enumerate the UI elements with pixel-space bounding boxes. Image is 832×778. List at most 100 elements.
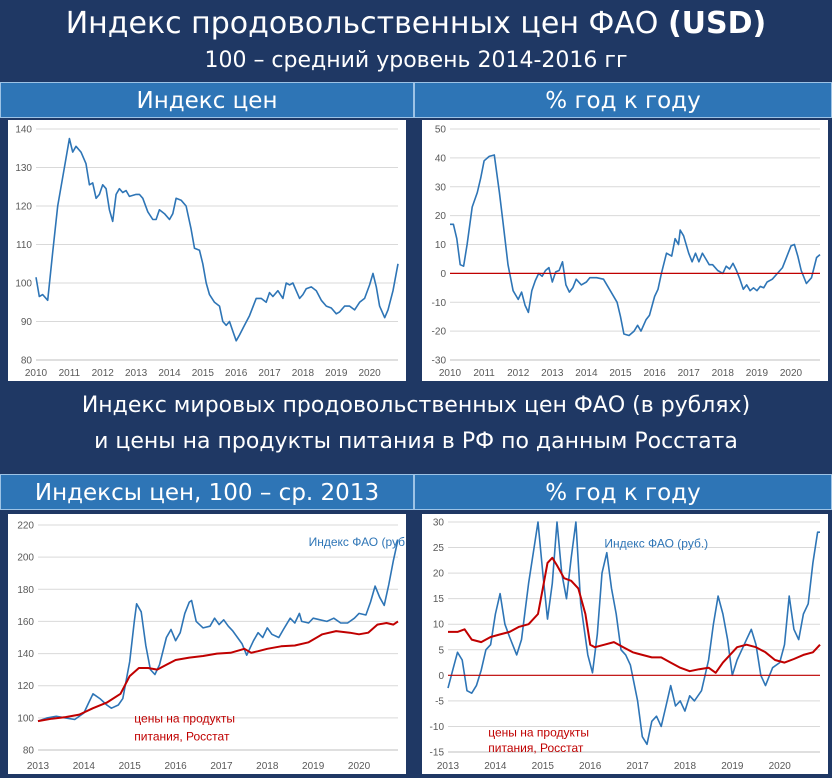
x-tick-label: 2016 bbox=[225, 368, 248, 379]
y-tick-label: 0 bbox=[438, 671, 444, 682]
y-tick-label: 20 bbox=[435, 211, 447, 222]
x-tick-label: 2013 bbox=[541, 368, 564, 379]
series-line-индекс-фао-руб- bbox=[447, 521, 820, 746]
x-tick-label: 2017 bbox=[678, 368, 701, 379]
y-tick-label: 30 bbox=[433, 518, 445, 529]
y-tick-label: 25 bbox=[433, 543, 445, 554]
x-tick-label: 2012 bbox=[507, 368, 530, 379]
x-tick-label: 2017 bbox=[626, 761, 649, 772]
x-tick-label: 2015 bbox=[119, 761, 142, 772]
x-tick-label: 2020 bbox=[769, 761, 792, 772]
y-tick-label: 110 bbox=[16, 240, 32, 251]
x-tick-label: 2020 bbox=[348, 761, 371, 772]
panel1-title: Индекс цен bbox=[0, 82, 414, 118]
chart-svg-2: -30 -20 -10 0 10 20 30 40 50 2010 2011 2012 2013 2014… bbox=[432, 125, 821, 379]
x-tick-label: 2014 bbox=[484, 761, 507, 772]
annotation-label: Индекс ФАО (руб.) bbox=[604, 537, 708, 551]
x-tick-label: 2013 bbox=[437, 761, 460, 772]
y-tick-label: 10 bbox=[433, 620, 445, 631]
x-tick-label: 2010 bbox=[25, 368, 48, 379]
middle-title-line1: Индекс мировых продовольственных цен ФАО… bbox=[81, 393, 751, 418]
series-line-series-0 bbox=[35, 137, 399, 342]
x-tick-label: 2018 bbox=[256, 761, 279, 772]
y-tick-label: 100 bbox=[15, 279, 32, 290]
x-tick-label: 2011 bbox=[473, 368, 495, 379]
series-line-цены-на-продукты-питания-росстат bbox=[448, 556, 821, 674]
panel2-title: % год к году bbox=[414, 82, 832, 118]
x-tick-label: 2014 bbox=[158, 368, 181, 379]
x-tick-label: 2020 bbox=[359, 368, 382, 379]
y-tick-label: 30 bbox=[435, 182, 447, 193]
x-tick-label: 2015 bbox=[192, 368, 215, 379]
x-tick-label: 2017 bbox=[258, 368, 281, 379]
x-tick-label: 2014 bbox=[73, 761, 96, 772]
x-tick-label: 2019 bbox=[325, 368, 348, 379]
x-tick-label: 2011 bbox=[59, 368, 81, 379]
x-tick-label: 2017 bbox=[210, 761, 233, 772]
annotation-label: цены на продукты bbox=[134, 712, 235, 726]
main-title-bold: (USD) bbox=[667, 6, 767, 41]
main-title: Индекс продовольственных цен ФАО (USD) bbox=[65, 6, 767, 41]
y-tick-label: 15 bbox=[433, 594, 445, 605]
x-tick-label: 2016 bbox=[579, 761, 602, 772]
x-tick-label: 2019 bbox=[746, 368, 769, 379]
y-tick-label: -10 bbox=[430, 722, 445, 733]
x-tick-label: 2019 bbox=[302, 761, 325, 772]
x-tick-label: 2018 bbox=[292, 368, 315, 379]
main-subtitle: 100 – средний уровень 2014-2016 гг bbox=[204, 48, 628, 73]
x-tick-label: 2016 bbox=[643, 368, 666, 379]
middle-banner: Индекс мировых продовольственных цен ФАО… bbox=[0, 383, 832, 463]
y-tick-label: 100 bbox=[17, 713, 34, 724]
y-tick-label: 160 bbox=[17, 617, 34, 628]
x-tick-label: 2013 bbox=[27, 761, 50, 772]
y-tick-label: -5 bbox=[435, 696, 444, 707]
chart-yoy-rub: -15 -10 -5 0 5 10 15 20 25 30 2013 2014 2015 2016 2017… bbox=[422, 514, 828, 774]
chart-svg-4: -15 -10 -5 0 5 10 15 20 25 30 2013 2014 2015 2016 2017… bbox=[430, 518, 821, 772]
x-tick-label: 2013 bbox=[125, 368, 148, 379]
x-tick-label: 2016 bbox=[164, 761, 187, 772]
annotation-label: питания, Росстат bbox=[488, 741, 584, 755]
chart-price-index-usd: 80 90 100 110 120 130 140 2010 2011 2012 2013 2014 2… bbox=[8, 120, 406, 381]
y-tick-label: 20 bbox=[433, 569, 445, 580]
y-tick-label: 90 bbox=[21, 317, 33, 328]
y-tick-label: 0 bbox=[440, 269, 446, 280]
chart-svg-1: 80 90 100 110 120 130 140 2010 2011 2012 2013 2014 2… bbox=[15, 125, 399, 379]
chart-price-index-rub: 80 100 120 140 160 180 200 220 2013 2014 2015 2016 2… bbox=[8, 514, 412, 774]
y-tick-label: 50 bbox=[435, 125, 447, 136]
y-tick-label: 40 bbox=[435, 153, 447, 164]
y-tick-label: -20 bbox=[432, 327, 447, 338]
middle-title-line2: и цены на продукты питания в РФ по данны… bbox=[94, 429, 738, 454]
y-tick-label: 200 bbox=[17, 553, 34, 564]
y-tick-label: -10 bbox=[432, 298, 447, 309]
y-tick-label: -30 bbox=[432, 356, 447, 367]
x-tick-label: 2012 bbox=[92, 368, 115, 379]
y-tick-label: 10 bbox=[435, 240, 447, 251]
y-tick-label: 180 bbox=[17, 585, 34, 596]
series-line-цены-на-продукты-питания-росстат bbox=[37, 620, 399, 723]
x-tick-label: 2015 bbox=[609, 368, 632, 379]
y-tick-label: 80 bbox=[21, 356, 33, 367]
chart-svg-3: 80 100 120 140 160 180 200 220 2013 2014 2015 2016 2… bbox=[17, 521, 412, 773]
y-tick-label: 140 bbox=[15, 125, 32, 136]
x-tick-label: 2018 bbox=[712, 368, 735, 379]
series-line-series-0 bbox=[450, 154, 821, 337]
y-tick-label: 220 bbox=[17, 521, 34, 532]
x-tick-label: 2014 bbox=[575, 368, 598, 379]
y-tick-label: 140 bbox=[17, 649, 34, 660]
x-tick-label: 2015 bbox=[532, 761, 555, 772]
annotation-label: питания, Росстат bbox=[134, 729, 230, 743]
x-tick-label: 2018 bbox=[674, 761, 697, 772]
y-tick-label: -15 bbox=[430, 748, 445, 759]
series-line-индекс-фао-руб- bbox=[37, 539, 399, 722]
y-tick-label: 120 bbox=[15, 202, 32, 213]
x-tick-label: 2020 bbox=[780, 368, 803, 379]
x-tick-label: 2010 bbox=[439, 368, 462, 379]
y-tick-label: 120 bbox=[17, 681, 34, 692]
annotation-label: цены на продукты bbox=[488, 726, 589, 740]
y-tick-label: 5 bbox=[438, 645, 444, 656]
y-tick-label: 130 bbox=[15, 163, 32, 174]
y-tick-label: 80 bbox=[23, 746, 35, 757]
x-tick-label: 2019 bbox=[721, 761, 744, 772]
annotation-label: Индекс ФАО (руб.) bbox=[309, 535, 406, 549]
panel3-title: Индексы цен, 100 – ср. 2013 bbox=[0, 474, 414, 510]
